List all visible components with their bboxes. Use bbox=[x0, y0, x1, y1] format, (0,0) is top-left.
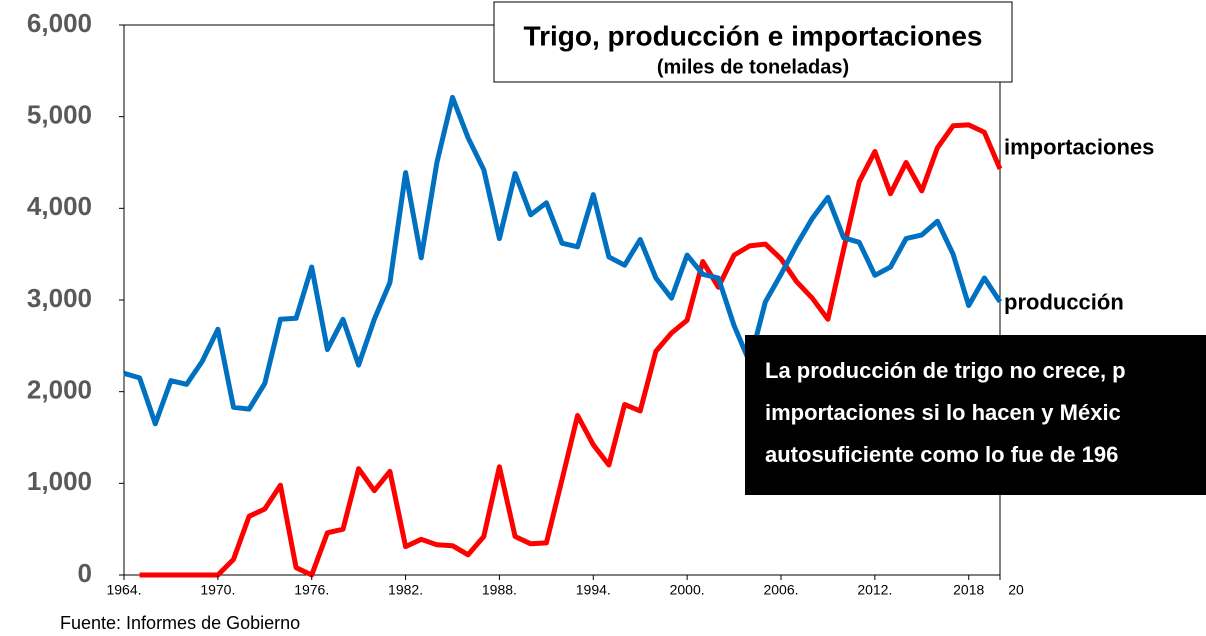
annotation-line: importaciones si lo hacen y Méxic bbox=[765, 400, 1121, 425]
x-tick-label: 2012. bbox=[857, 582, 892, 598]
y-tick-label: 0 bbox=[78, 558, 92, 588]
x-tick-label: 2000. bbox=[670, 582, 705, 598]
x-tick-label: 1982. bbox=[388, 582, 423, 598]
x-tick-label: 2006. bbox=[763, 582, 798, 598]
annotation-line: autosuficiente como lo fue de 196 bbox=[765, 442, 1118, 467]
series-label: importaciones bbox=[1004, 135, 1154, 160]
chart-subtitle: (miles de toneladas) bbox=[657, 56, 849, 78]
y-tick-label: 5,000 bbox=[27, 100, 92, 130]
y-tick-label: 1,000 bbox=[27, 466, 92, 496]
source: Fuente: Informes de Gobierno bbox=[60, 613, 300, 633]
series-line bbox=[139, 122, 1003, 578]
x-tick-label: 1976. bbox=[294, 582, 329, 598]
x-tick-label: 1988. bbox=[482, 582, 517, 598]
x-tick-label: 2018 bbox=[953, 582, 984, 598]
title-box bbox=[493, 1, 1013, 83]
y-tick-label: 2,000 bbox=[27, 375, 92, 405]
x-tick-label: 1994. bbox=[576, 582, 611, 598]
chart-title: Trigo, producción e importaciones bbox=[524, 20, 983, 51]
x-tick-label: 20 bbox=[1008, 582, 1024, 598]
y-tick-label: 4,000 bbox=[27, 191, 92, 221]
y-tick-label: 6,000 bbox=[27, 8, 92, 38]
y-tick-label: 3,000 bbox=[27, 283, 92, 313]
marks bbox=[123, 94, 1003, 578]
annotation-box bbox=[745, 335, 1206, 495]
x-tick-label: 1964. bbox=[106, 582, 141, 598]
series-label: producción bbox=[1004, 290, 1124, 315]
x-tick-label: 1970. bbox=[200, 582, 235, 598]
series-line bbox=[123, 94, 1003, 427]
annotation-line: La producción de trigo no crece, p bbox=[765, 358, 1126, 383]
